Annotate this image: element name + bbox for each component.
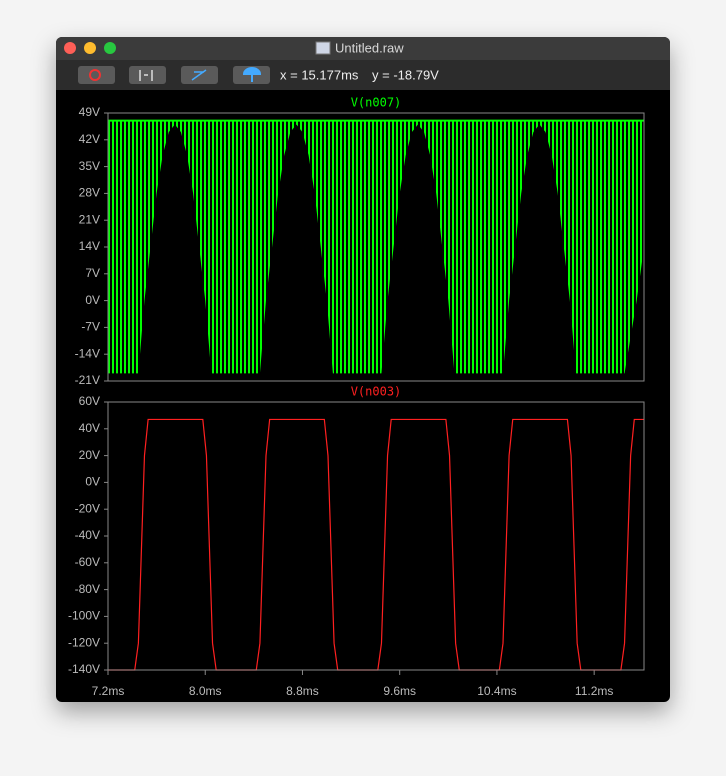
y-tick-label: -40V <box>75 528 100 542</box>
x-tick-label: 10.4ms <box>477 684 516 698</box>
trace-label: V(n007) <box>351 96 402 110</box>
plot-frame <box>107 401 645 671</box>
y-tick-label: 60V <box>79 394 100 408</box>
y-tick-label: -21V <box>75 373 100 387</box>
y-tick-label: 28V <box>79 186 100 200</box>
minimize-button[interactable] <box>84 42 96 54</box>
y-tick-label: -140V <box>68 662 100 676</box>
y-tick-label: -80V <box>75 582 100 596</box>
y-tick-label: 35V <box>79 159 100 173</box>
y-tick-label: -100V <box>68 609 100 623</box>
plot-frame <box>107 112 645 382</box>
y-tick-label: 0V <box>85 293 100 307</box>
probe-icon <box>242 67 262 82</box>
title-bar <box>56 37 670 60</box>
trace-label: V(n003) <box>351 385 402 399</box>
close-button[interactable] <box>64 42 76 54</box>
y-tick-label: 49V <box>79 105 100 119</box>
y-tick-label: -7V <box>81 320 100 334</box>
cursor-y: y = -18.79V <box>372 67 439 82</box>
y-tick-label: 20V <box>79 448 100 462</box>
y-tick-label: -60V <box>75 555 100 569</box>
trace-band <box>108 120 644 374</box>
zoom-tool[interactable] <box>78 66 115 84</box>
x-tick-label: 8.8ms <box>286 684 319 698</box>
x-tick-label: 9.6ms <box>383 684 416 698</box>
y-tick-label: 42V <box>79 132 100 146</box>
x-tick-label: 11.2ms <box>575 684 613 698</box>
file-icon <box>315 41 331 55</box>
y-tick-label: -14V <box>75 346 100 360</box>
y-tick-label: 40V <box>79 421 100 435</box>
trace <box>108 418 644 671</box>
pan-icon <box>191 69 207 81</box>
y-tick-label: 14V <box>79 239 100 253</box>
y-tick-label: -120V <box>68 635 100 649</box>
autorange-icon <box>139 70 153 81</box>
x-tick-label: 7.2ms <box>92 684 125 698</box>
window-title: Untitled.raw <box>335 40 404 55</box>
zoom-icon <box>89 69 101 81</box>
y-tick-label: 21V <box>79 212 100 226</box>
x-tick-label: 8.0ms <box>189 684 222 698</box>
zoom-button[interactable] <box>104 42 116 54</box>
toolbar-buttons <box>78 66 270 84</box>
y-tick-label: 7V <box>85 266 100 280</box>
y-tick-label: 0V <box>85 475 100 489</box>
y-tick-label: -20V <box>75 501 100 515</box>
cursor-x: x = 15.177ms <box>280 67 359 82</box>
